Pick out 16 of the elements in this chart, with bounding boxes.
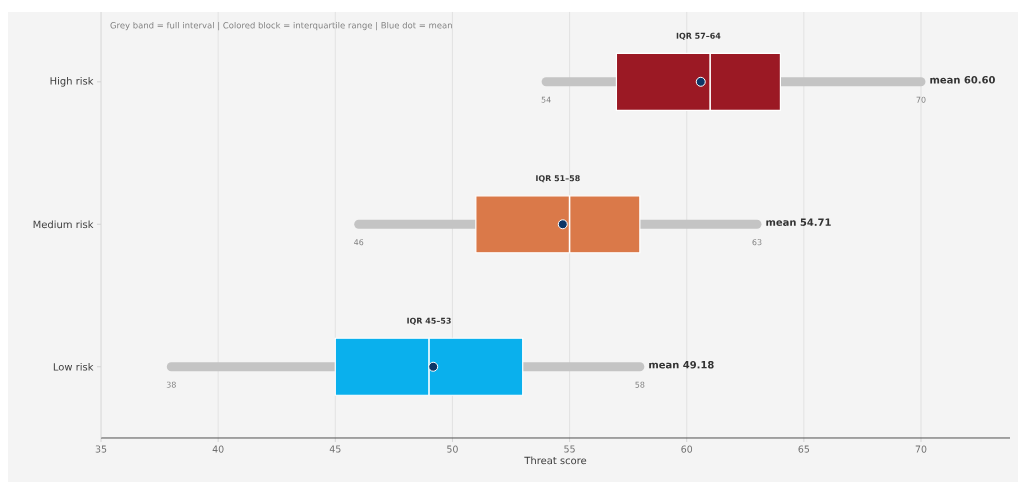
annotation: mean 60.60 — [930, 76, 995, 84]
x-tick-label: 70 — [915, 445, 927, 453]
annotation: Grey band = full interval | Colored block = interquartile range | Blue dot = mean — [110, 21, 452, 31]
y-tick-label: High risk — [50, 76, 94, 87]
x-tick-label: 40 — [212, 445, 224, 453]
x-tick-label: 55 — [564, 445, 575, 453]
x-tick-label: 45 — [329, 445, 341, 453]
y-tick-label: Low risk — [53, 362, 94, 371]
annotation: mean 49.18 — [649, 360, 714, 369]
y-tick-label: Medium risk — [33, 220, 94, 229]
x-tick-label: 35 — [95, 445, 107, 453]
x-tick-label: 50 — [447, 445, 458, 453]
annotation: mean 54.71 — [766, 218, 831, 226]
x-tick-label: 60 — [681, 445, 693, 453]
x-tick-label: 65 — [798, 445, 810, 453]
x-axis-title: Threat score — [524, 456, 587, 465]
